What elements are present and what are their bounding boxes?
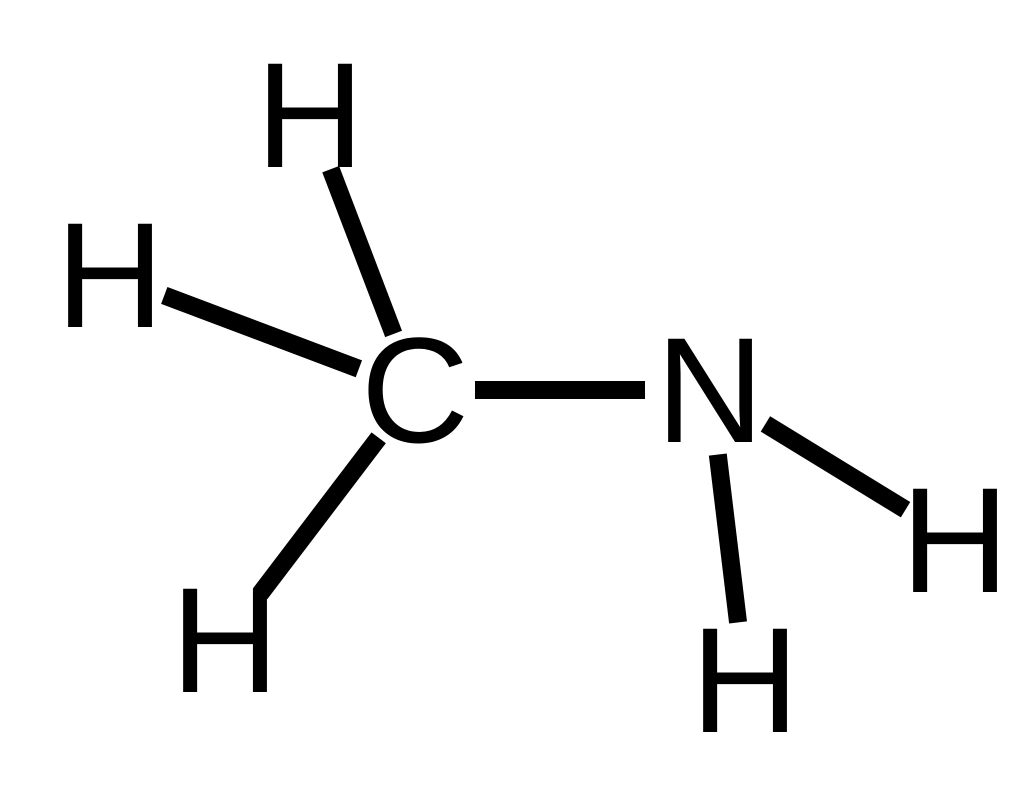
atom-H5: H [901,465,1009,615]
atom-H1: H [256,40,364,190]
atom-H3: H [171,565,279,715]
atom-H2: H [56,200,164,350]
atom-C: C [361,315,469,465]
bond-layer [0,0,1024,787]
molecule-diagram: CNHHHHH [0,0,1024,787]
bond-N-H5 [765,424,905,510]
atom-H4: H [691,605,799,755]
atom-N: N [656,315,764,465]
bond-C-H2 [164,295,359,368]
